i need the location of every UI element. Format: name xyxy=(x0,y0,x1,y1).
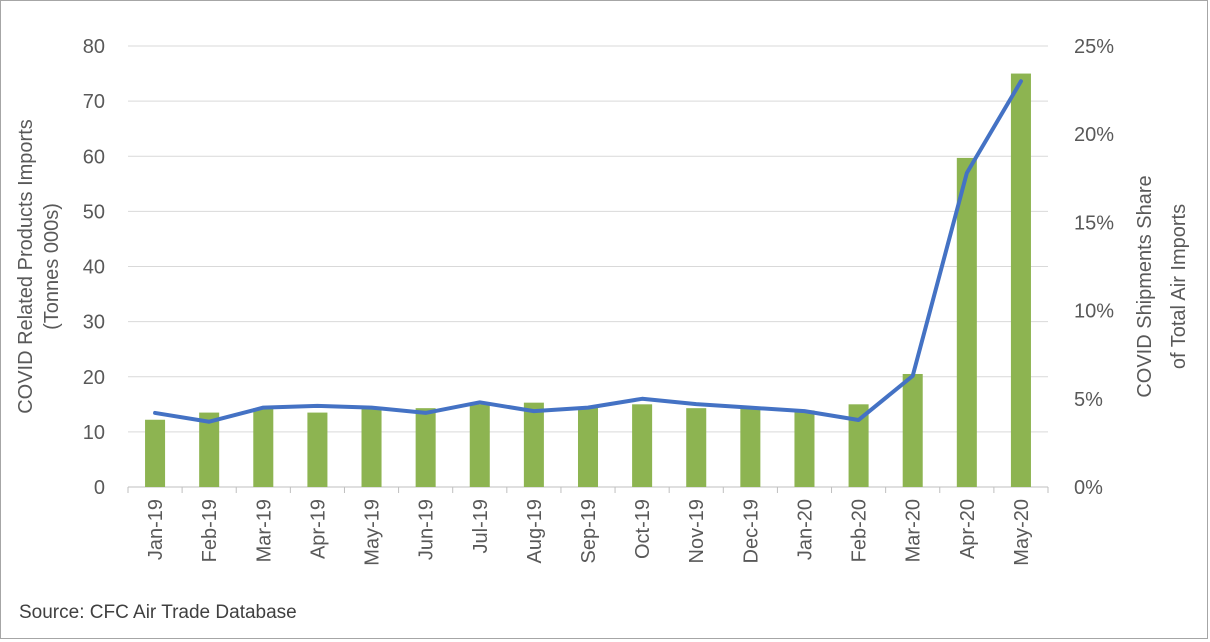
left-tick-label: 0 xyxy=(94,477,105,499)
bar xyxy=(902,373,923,487)
left-tick-label: 80 xyxy=(83,36,105,58)
bar xyxy=(740,408,761,487)
bar xyxy=(307,412,328,487)
left-tick-label: 50 xyxy=(83,201,105,223)
bar xyxy=(848,404,869,487)
x-tick-label: Mar-20 xyxy=(903,499,925,562)
right-axis-title: COVID Shipments Share of Total Air Import… xyxy=(1134,175,1190,397)
bar xyxy=(1010,73,1031,487)
bar xyxy=(199,412,220,487)
x-tick-label: Mar-19 xyxy=(253,499,275,562)
x-tick-label: May-20 xyxy=(1011,499,1033,566)
line-series xyxy=(153,79,1023,424)
bar xyxy=(145,419,166,487)
x-tick-label: Nov-19 xyxy=(686,499,708,563)
bar xyxy=(794,410,815,487)
bar xyxy=(469,404,490,487)
bar xyxy=(253,408,274,487)
gridlines xyxy=(127,45,1049,493)
bar xyxy=(361,408,382,487)
right-axis-title-line: of Total Air Imports xyxy=(1168,204,1190,369)
right-tick-label: 20% xyxy=(1074,124,1114,146)
bar xyxy=(956,157,977,487)
left-tick-label: 60 xyxy=(83,146,105,168)
left-tick-label: 30 xyxy=(83,312,105,334)
bar xyxy=(686,408,707,487)
left-axis-title-line: COVID Related Products Imports xyxy=(15,119,37,414)
left-axis-ticks: 0 10 20 30 40 50 60 70 80 xyxy=(83,36,105,499)
left-axis-title-line: (Tonnes 000s) xyxy=(41,203,63,330)
x-tick-label: Feb-20 xyxy=(849,499,871,562)
x-tick-label: Jun-19 xyxy=(416,499,438,560)
bar xyxy=(577,407,599,487)
right-tick-label: 25% xyxy=(1074,36,1114,58)
bar-series xyxy=(145,73,1031,487)
share-line xyxy=(153,79,1023,424)
x-tick-label: Jan-19 xyxy=(145,499,167,560)
x-tick-label: Dec-19 xyxy=(740,499,762,563)
x-tick-label: Feb-19 xyxy=(199,499,221,562)
source-note: Source: CFC Air Trade Database xyxy=(19,602,297,623)
x-axis-ticks: Jan-19 Feb-19 Mar-19 Apr-19 May-19 Jun-19 Jul-… xyxy=(145,499,1033,566)
x-tick-label: Oct-19 xyxy=(632,499,654,559)
right-tick-label: 10% xyxy=(1074,301,1114,323)
right-axis-ticks: 0% 5% 10% 15% 20% 25% xyxy=(1074,36,1114,499)
bar xyxy=(523,402,544,487)
right-tick-label: 5% xyxy=(1074,389,1103,411)
left-axis-title: COVID Related Products Imports (Tonnes 00… xyxy=(15,119,63,414)
x-tick-label: Apr-20 xyxy=(957,499,979,559)
x-tick-label: Aug-19 xyxy=(524,499,546,564)
left-tick-label: 10 xyxy=(83,422,105,444)
bar xyxy=(632,404,653,487)
x-tick-label: Apr-19 xyxy=(307,499,329,559)
x-tick-label: Sep-19 xyxy=(578,499,600,564)
x-tick-label: May-19 xyxy=(362,499,384,566)
right-tick-label: 15% xyxy=(1074,212,1114,234)
bar xyxy=(415,408,436,487)
x-tick-label: Jan-20 xyxy=(794,499,816,560)
left-tick-label: 40 xyxy=(83,257,105,279)
left-tick-label: 20 xyxy=(83,367,105,389)
right-tick-label: 0% xyxy=(1074,477,1103,499)
x-tick-label: Jul-19 xyxy=(470,499,492,553)
left-tick-label: 70 xyxy=(83,91,105,113)
right-axis-title-line: COVID Shipments Share xyxy=(1134,175,1156,397)
